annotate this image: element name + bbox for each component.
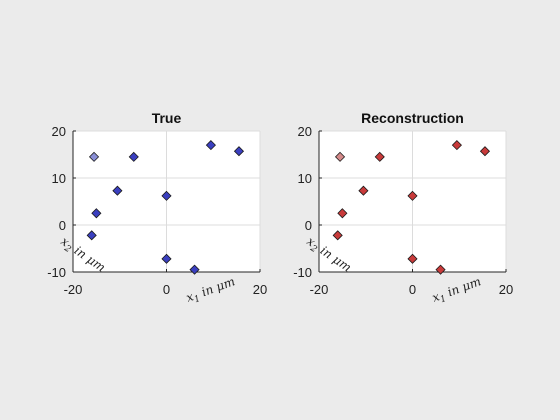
plot-title: Reconstruction [361, 110, 464, 126]
y-tick-label: 0 [59, 218, 66, 233]
x-tick-label: 0 [409, 282, 416, 297]
x-tick-label: 20 [499, 282, 513, 297]
data-point-marker [358, 185, 369, 196]
y-tick-label: 20 [52, 124, 66, 139]
y-tick-label: 20 [298, 124, 312, 139]
y-tick-label: 10 [298, 171, 312, 186]
x-tick-label: -20 [310, 282, 329, 297]
data-point-marker [334, 151, 346, 162]
y-tick-label: 0 [305, 218, 312, 233]
data-point-marker [407, 253, 418, 264]
data-point-marker [86, 230, 97, 241]
plot-title: True [152, 110, 182, 126]
data-point-marker [337, 208, 348, 219]
y-tick-label: -10 [293, 265, 312, 280]
data-point-marker [435, 264, 446, 275]
data-point-marker [88, 151, 100, 162]
data-point-marker [233, 146, 245, 157]
data-point-marker [161, 253, 172, 264]
data-point-marker [189, 264, 200, 275]
x-tick-label: -20 [64, 282, 83, 297]
data-point-marker [374, 151, 385, 162]
data-point-marker [332, 230, 343, 241]
y-tick-label: 10 [52, 171, 66, 186]
data-point-marker [451, 140, 462, 151]
data-point-marker [91, 208, 102, 219]
data-point-marker [205, 140, 216, 151]
data-point-marker [407, 190, 418, 201]
x-tick-label: 20 [253, 282, 267, 297]
data-point-marker [128, 151, 139, 162]
data-point-marker [112, 185, 123, 196]
x-tick-label: 0 [163, 282, 170, 297]
data-point-marker [479, 146, 491, 157]
data-point-marker [161, 190, 172, 201]
y-tick-label: -10 [47, 265, 66, 280]
